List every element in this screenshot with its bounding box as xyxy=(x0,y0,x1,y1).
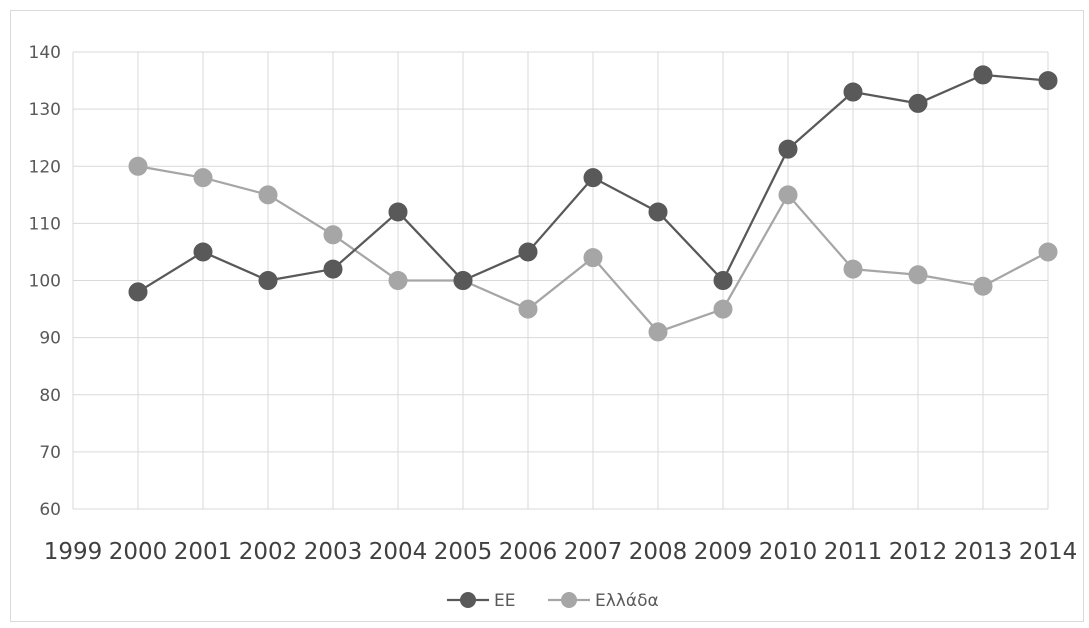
legend-label-ee: ΕΕ xyxy=(494,591,515,611)
data-point-ellada xyxy=(713,299,733,319)
legend-marker-ellada xyxy=(561,592,577,608)
series-layer xyxy=(128,65,1058,342)
y-tick-label: 140 xyxy=(29,43,61,63)
data-point-ee xyxy=(453,271,473,290)
data-point-ellada xyxy=(323,225,343,245)
y-tick-label: 130 xyxy=(29,100,61,120)
data-point-ee xyxy=(193,242,213,262)
x-tick-label: 2004 xyxy=(369,539,428,565)
data-point-ee xyxy=(713,271,733,290)
x-tick-label: 2003 xyxy=(304,539,363,565)
y-tick-label: 90 xyxy=(39,329,61,349)
y-tick-label: 70 xyxy=(39,443,61,463)
y-axis-ticks: 60 70 80 90 100 110 120 130 140 xyxy=(29,43,61,520)
x-tick-label: 2001 xyxy=(174,539,233,565)
x-tick-label: 2012 xyxy=(889,539,948,565)
data-point-ee xyxy=(648,202,668,222)
x-tick-label: 2008 xyxy=(629,539,688,565)
data-point-ellada xyxy=(388,271,408,290)
chart-frame xyxy=(10,10,1084,622)
data-point-ellada xyxy=(193,168,213,188)
data-point-ellada xyxy=(778,185,798,205)
data-point-ellada xyxy=(843,259,863,279)
data-point-ellada xyxy=(648,322,668,342)
x-tick-label: 1999 xyxy=(44,539,103,565)
data-point-ee xyxy=(323,259,343,279)
y-tick-label: 80 xyxy=(39,386,61,406)
y-tick-label: 100 xyxy=(29,272,61,292)
data-point-ellada xyxy=(1038,242,1058,262)
legend-marker-ee xyxy=(460,592,476,608)
data-point-ee xyxy=(778,139,798,159)
data-point-ee xyxy=(518,242,538,262)
y-tick-label: 120 xyxy=(29,157,61,177)
y-tick-label: 60 xyxy=(39,500,61,520)
data-point-ee xyxy=(388,202,408,222)
data-point-ee xyxy=(258,271,278,290)
x-tick-label: 2013 xyxy=(954,539,1013,565)
x-tick-label: 2007 xyxy=(564,539,623,565)
data-point-ee xyxy=(973,65,993,85)
data-point-ee xyxy=(128,282,148,302)
x-tick-label: 2002 xyxy=(239,539,298,565)
legend-label-ellada: Ελλάδα xyxy=(595,591,659,611)
data-point-ellada xyxy=(583,248,603,268)
data-point-ee xyxy=(908,93,928,113)
x-axis-ticks: 1999 2000 2001 2002 2003 2004 2005 2006 2007 2008… xyxy=(44,539,1078,565)
data-point-ee xyxy=(843,82,863,102)
data-point-ee xyxy=(583,168,603,188)
legend: ΕΕ Ελλάδα xyxy=(447,591,659,611)
data-point-ellada xyxy=(518,299,538,319)
data-point-ellada xyxy=(128,156,148,176)
x-tick-label: 2006 xyxy=(499,539,558,565)
data-point-ee xyxy=(1038,71,1058,91)
data-point-ellada xyxy=(908,265,928,285)
data-point-ellada xyxy=(258,185,278,205)
y-tick-label: 110 xyxy=(29,214,61,234)
x-tick-label: 2011 xyxy=(824,539,883,565)
grid xyxy=(72,51,1049,510)
x-tick-label: 2009 xyxy=(694,539,753,565)
x-tick-label: 2010 xyxy=(759,539,818,565)
data-point-ellada xyxy=(973,276,993,296)
x-tick-label: 2000 xyxy=(109,539,168,565)
x-tick-label: 2014 xyxy=(1019,539,1078,565)
x-tick-label: 2005 xyxy=(434,539,493,565)
